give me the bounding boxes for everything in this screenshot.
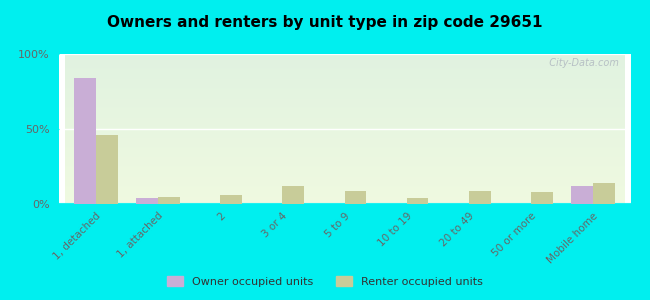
Bar	[136, 198, 158, 204]
Bar	[531, 192, 552, 204]
Text: Owners and renters by unit type in zip code 29651: Owners and renters by unit type in zip c…	[107, 15, 543, 30]
Bar	[96, 135, 118, 204]
Bar	[571, 186, 593, 204]
Bar	[344, 190, 366, 204]
Bar	[469, 190, 491, 204]
Bar	[282, 186, 304, 204]
Bar	[74, 78, 96, 204]
Text: City-Data.com: City-Data.com	[543, 58, 619, 68]
Bar	[220, 195, 242, 204]
Bar	[158, 196, 180, 204]
Legend: Owner occupied units, Renter occupied units: Owner occupied units, Renter occupied un…	[162, 272, 488, 291]
Bar	[593, 183, 615, 204]
Bar	[407, 198, 428, 204]
